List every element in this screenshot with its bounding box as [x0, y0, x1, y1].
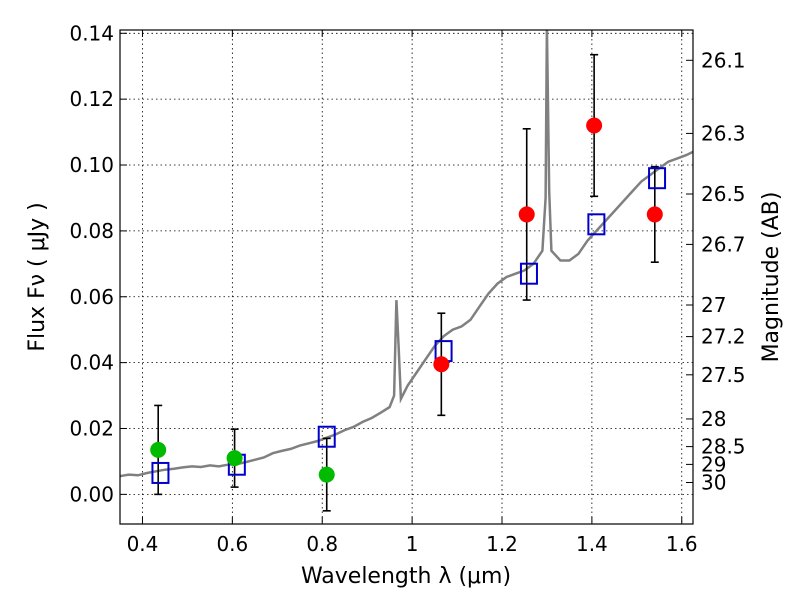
- spectrum-layer: [120, 30, 693, 478]
- plot-frame: [119, 29, 694, 525]
- y-tick-label: 0.12: [69, 87, 114, 111]
- y2-tick-label: 30: [701, 471, 726, 495]
- model-photometry-square: [151, 461, 170, 484]
- x-tick-label: 1.2: [486, 532, 518, 556]
- observed-nir-point: [433, 356, 450, 373]
- x-tick-label: 0.6: [216, 532, 248, 556]
- y2-axis-label: Magnitude (AB): [759, 192, 784, 363]
- x-axis-label: Wavelength λ (μm): [301, 564, 511, 589]
- y2-tick-label: 26.3: [701, 121, 746, 145]
- y2-tick-label: 26.5: [701, 182, 746, 206]
- observed-nir-point: [518, 206, 535, 223]
- y2-tick-label: 27: [701, 293, 726, 317]
- observed-optical-point: [150, 441, 167, 458]
- x-tick-label: 1.6: [666, 532, 698, 556]
- y-tick-label: 0.04: [69, 351, 114, 375]
- plot-background: [120, 30, 693, 524]
- x-tick-label: 1: [406, 532, 419, 556]
- y-tick-label: 0.00: [69, 482, 114, 506]
- y2-tick-label: 28.5: [701, 435, 746, 459]
- spectrum-line: [120, 30, 693, 478]
- y-tick-label: 0.06: [69, 285, 114, 309]
- model-photometry-square: [587, 213, 606, 236]
- y-axis-label: Flux Fν ( μJy ): [25, 202, 50, 351]
- y2-tick-label: 28: [701, 407, 726, 431]
- observed-optical-point: [318, 466, 335, 483]
- marker-layer: [150, 117, 667, 484]
- y2-tick-label: 26.7: [701, 232, 746, 256]
- y-tick-label: 0.02: [69, 416, 114, 440]
- y-tick-label: 0.08: [69, 219, 114, 243]
- x-tick-label: 1.4: [576, 532, 608, 556]
- y-tick-label: 0.14: [69, 21, 114, 45]
- axis-layer: 0.4 0.6 0.8 1 1.2 1.4 1.6 0.00 0.02 0.04 0.06 0.08 0…: [69, 21, 745, 556]
- observed-nir-point: [586, 117, 603, 134]
- y2-tick-label: 29: [701, 452, 726, 476]
- y2-tick-label: 27.5: [701, 363, 746, 387]
- model-photometry-square: [648, 167, 667, 190]
- model-photometry-square: [317, 425, 336, 448]
- y2-tick-label: 26.1: [701, 48, 746, 72]
- y-tick-label: 0.10: [69, 153, 114, 177]
- observed-nir-point: [646, 206, 663, 223]
- model-photometry-square: [519, 262, 538, 285]
- observed-optical-point: [226, 450, 243, 467]
- x-tick-label: 0.8: [306, 532, 338, 556]
- x-tick-label: 0.4: [127, 532, 159, 556]
- y2-tick-label: 27.2: [701, 325, 746, 349]
